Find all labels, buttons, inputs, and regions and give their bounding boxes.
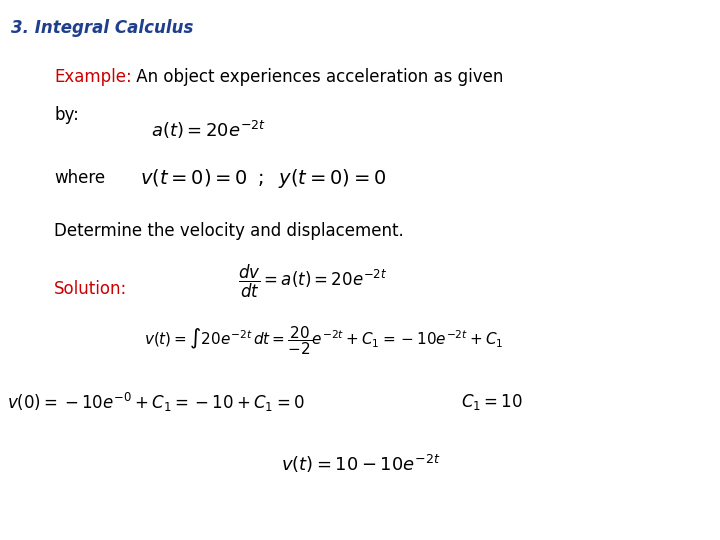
Text: where: where bbox=[54, 169, 105, 187]
Text: Determine the velocity and displacement.: Determine the velocity and displacement. bbox=[54, 222, 404, 240]
Text: An object experiences acceleration as given: An object experiences acceleration as gi… bbox=[131, 68, 503, 85]
Text: $a(t) = 20e^{-2t}$: $a(t) = 20e^{-2t}$ bbox=[151, 119, 266, 140]
Text: $v(t) = \int 20e^{-2t}\,dt = \dfrac{20}{-2}e^{-2t} + C_1 = -10e^{-2t} + C_1$: $v(t) = \int 20e^{-2t}\,dt = \dfrac{20}{… bbox=[144, 324, 503, 356]
Text: $v(0) = -10e^{-0} + C_1 = -10 + C_1 = 0$: $v(0) = -10e^{-0} + C_1 = -10 + C_1 = 0$ bbox=[7, 391, 305, 414]
Text: by:: by: bbox=[54, 106, 79, 124]
Text: $v(t) = 10 - 10e^{-2t}$: $v(t) = 10 - 10e^{-2t}$ bbox=[281, 454, 441, 475]
Text: Example:: Example: bbox=[54, 68, 132, 85]
Text: $\dfrac{dv}{dt} = a(t) = 20e^{-2t}$: $\dfrac{dv}{dt} = a(t) = 20e^{-2t}$ bbox=[238, 264, 387, 300]
Text: $C_1 = 10$: $C_1 = 10$ bbox=[461, 392, 523, 413]
Text: 3. Integral Calculus: 3. Integral Calculus bbox=[11, 19, 193, 37]
Text: Solution:: Solution: bbox=[54, 280, 127, 298]
Text: $v(t=0)=0\;\;; \;\;y(t=0)=0$: $v(t=0)=0\;\;; \;\;y(t=0)=0$ bbox=[140, 167, 387, 190]
